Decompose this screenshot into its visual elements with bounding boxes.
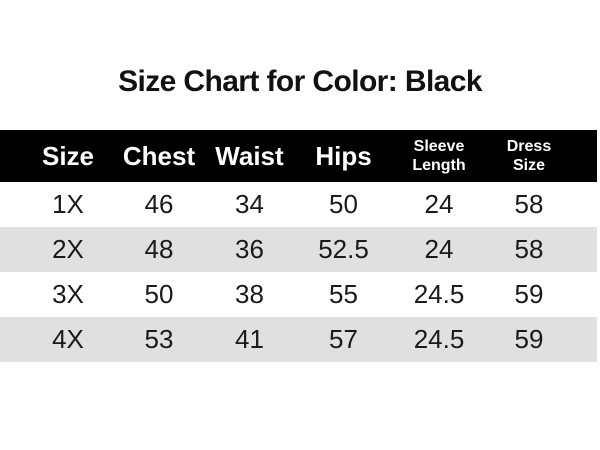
cell-hips: 57: [329, 324, 358, 354]
column-header-hips: Hips: [295, 130, 392, 182]
cell-size: 1X: [52, 189, 84, 219]
table-row-1x: 1X 46 34 50 24 58: [0, 182, 597, 227]
cell-sleeve-length: 24: [424, 234, 454, 264]
cell-size: 4X: [52, 324, 84, 354]
cell-waist: 41: [235, 324, 264, 354]
table-row-3x: 3X 50 38 55 24.5 59: [0, 272, 597, 317]
cell-hips: 55: [329, 279, 358, 309]
cell-chest: 53: [144, 324, 174, 354]
cell-sleeve-length: 24: [424, 189, 454, 219]
cell-hips: 50: [329, 189, 358, 219]
column-header-waist: Waist: [204, 130, 295, 182]
header-line-1: Dress: [506, 138, 552, 155]
cell-chest: 50: [144, 279, 174, 309]
cell-waist: 36: [235, 234, 264, 264]
header-line-2: Length: [412, 157, 466, 174]
cell-size: 3X: [52, 279, 84, 309]
cell-dress-size: 59: [514, 279, 544, 309]
column-header-chest: Chest: [114, 130, 204, 182]
cell-waist: 34: [235, 189, 264, 219]
page-title: Size Chart for Color: Black: [118, 65, 482, 98]
size-chart-table: Size Chest Waist Hips Sleeve Length Dres…: [0, 130, 597, 362]
cell-waist: 38: [235, 279, 264, 309]
cell-chest: 48: [144, 234, 174, 264]
column-header-dress-size: Dress Size: [486, 130, 597, 182]
header-row: Size Chest Waist Hips Sleeve Length Dres…: [0, 130, 597, 182]
cell-dress-size: 58: [514, 234, 544, 264]
header-line-2: Size: [512, 157, 545, 174]
cell-hips: 52.5: [318, 234, 369, 264]
table-body: 1X 46 34 50 24 58 2X 48 36 52.5 24 58 3X…: [0, 182, 597, 362]
column-header-size: Size: [0, 130, 114, 182]
cell-sleeve-length: 24.5: [413, 324, 465, 354]
header-line-1: Sleeve: [413, 138, 465, 155]
cell-dress-size: 58: [514, 189, 544, 219]
cell-size: 2X: [52, 234, 84, 264]
table-row-2x: 2X 48 36 52.5 24 58: [0, 227, 597, 272]
cell-chest: 46: [144, 189, 174, 219]
table-header: Size Chest Waist Hips Sleeve Length Dres…: [0, 130, 597, 182]
table-row-4x: 4X 53 41 57 24.5 59: [0, 317, 597, 362]
column-header-sleeve-length: Sleeve Length: [392, 130, 486, 182]
cell-dress-size: 59: [514, 324, 544, 354]
cell-sleeve-length: 24.5: [413, 279, 465, 309]
